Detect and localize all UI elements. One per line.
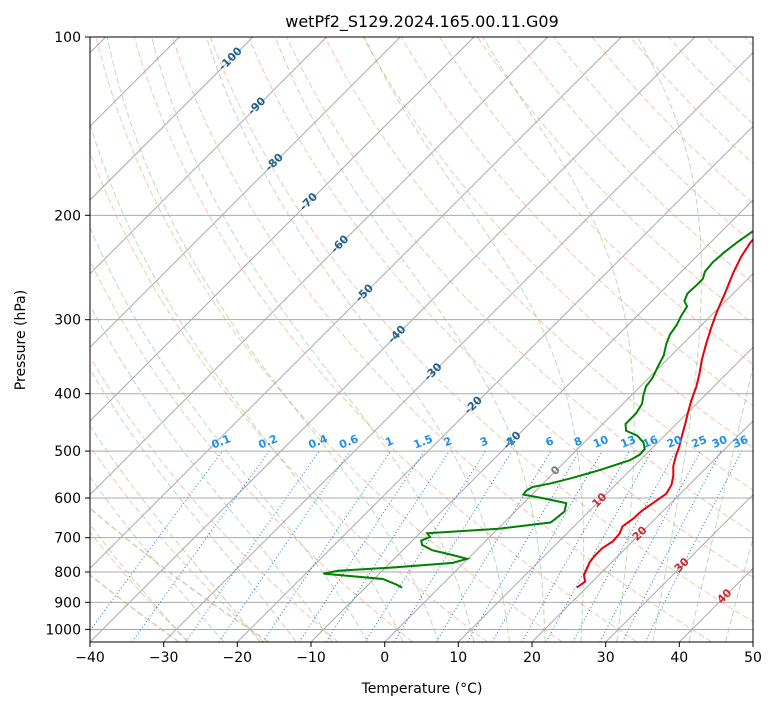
mixing-ratio-label: 36	[731, 433, 750, 451]
mixing-ratio-line	[573, 451, 676, 642]
isotherm-label: -80	[263, 150, 286, 173]
dry-adiabat	[0, 37, 338, 642]
y-tick-label: 1000	[45, 622, 81, 638]
temperature-profile	[577, 37, 775, 588]
mixing-ratio-line	[394, 451, 512, 642]
mixing-ratio-label: 0.4	[307, 432, 330, 451]
isotherm-label: -20	[462, 393, 485, 416]
mixing-ratio-line	[132, 451, 269, 642]
y-axis-label: Pressure (hPa)	[13, 290, 29, 390]
dry-adiabat	[668, 37, 775, 642]
x-tick-label: −30	[149, 650, 179, 666]
x-tick-label: 20	[523, 650, 541, 666]
dry-adiabat	[58, 37, 488, 642]
mixing-ratio-line	[299, 451, 424, 642]
x-tick-label: 50	[744, 650, 762, 666]
mixing-ratio-line	[436, 451, 550, 642]
x-tick-label: 40	[670, 650, 688, 666]
isotherm-label: -50	[353, 281, 376, 304]
moist-adiabat	[726, 37, 775, 642]
isotherm-label: -30	[421, 360, 444, 383]
isotherm-line	[164, 37, 769, 642]
y-tick-label: 300	[54, 313, 81, 329]
isotherm-line	[753, 37, 775, 642]
mixing-ratio-label: 1	[383, 434, 395, 449]
moist-adiabat	[483, 37, 634, 642]
mixing-ratio-line	[645, 451, 742, 642]
dry-adiabat	[0, 37, 264, 642]
mixing-ratio-label: 6	[544, 434, 556, 449]
x-tick-label: −20	[223, 650, 253, 666]
isotherm-line	[0, 37, 474, 642]
moist-adiabat	[275, 37, 545, 642]
mixing-ratio-label: 0.1	[210, 432, 233, 451]
isotherm-line	[237, 37, 775, 642]
y-tick-label: 600	[54, 491, 81, 507]
reference-curve	[0, 37, 269, 642]
isotherm-line	[458, 37, 775, 642]
isotherm-line	[0, 37, 400, 642]
isotherm-line	[16, 37, 621, 642]
y-tick-label: 100	[54, 30, 81, 46]
isotherm-line	[311, 37, 775, 642]
isotherm-line	[532, 37, 775, 642]
x-tick-label: 10	[449, 650, 467, 666]
dry-adiabat	[592, 37, 775, 642]
y-tick-label: 700	[54, 531, 81, 547]
moist-adiabat	[0, 37, 260, 642]
moist-adiabat	[206, 37, 509, 642]
isotherm-line	[679, 37, 775, 642]
mixing-ratio-line	[263, 451, 391, 642]
dry-adiabat	[554, 37, 775, 642]
x-tick-label: −40	[75, 650, 105, 666]
dry-adiabat	[134, 37, 637, 642]
y-tick-label: 200	[54, 208, 81, 224]
mixing-ratio-label: 2	[442, 434, 454, 449]
mixing-ratio-line	[600, 451, 701, 642]
mixing-ratio-label: 3	[478, 434, 490, 449]
plot-frame	[90, 37, 753, 642]
y-tick-label: 800	[54, 565, 81, 581]
moist-adiabat	[0, 37, 224, 642]
isotherm-line	[0, 37, 253, 642]
moist-adiabat	[689, 37, 775, 642]
dry-adiabat	[478, 37, 775, 642]
dry-adiabat	[707, 37, 775, 642]
isotherm-line	[0, 37, 327, 642]
chart-title: wetPf2_S129.2024.165.00.11.G09	[285, 12, 559, 32]
y-tick-label: 400	[54, 387, 81, 403]
mixing-ratio-line	[326, 451, 449, 642]
moist-adiabat	[152, 37, 474, 642]
mixing-ratio-label: 8	[572, 434, 584, 449]
mixing-ratio-label: 10	[591, 433, 610, 451]
mixing-ratio-line	[82, 451, 223, 642]
y-tick-label: 500	[54, 444, 81, 460]
x-tick-label: −10	[296, 650, 326, 666]
mixing-ratio-label: 25	[690, 433, 709, 451]
dry-adiabat	[20, 37, 413, 642]
mixing-ratio-label: 16	[641, 433, 660, 451]
x-axis-label: Temperature (°C)	[361, 681, 483, 697]
y-tick-label: 900	[54, 595, 81, 611]
x-tick-label: 30	[597, 650, 615, 666]
x-tick-label: 0	[380, 650, 389, 666]
